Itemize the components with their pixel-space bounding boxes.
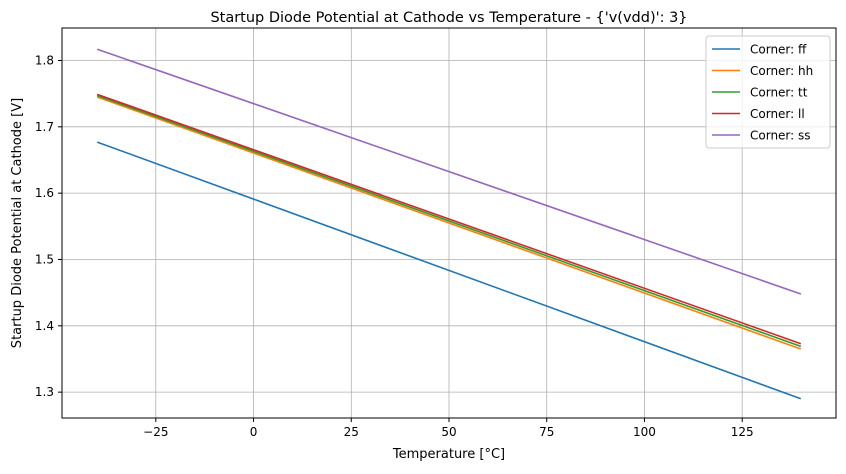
legend-label: Corner: ss (750, 129, 811, 143)
y-axis-label: Startup Diode Potential at Cathode [V] (10, 98, 25, 348)
y-tick-label: 1.8 (35, 54, 54, 68)
y-tick-label: 1.7 (35, 120, 54, 134)
x-tick-label: 75 (539, 425, 554, 439)
series-line-ff (96, 141, 802, 400)
legend: Corner: ff Corner: hh Corner: tt Corner: ll… (705, 35, 831, 149)
ticks: −25 0 25 50 75 100 125 1.3 1.4 1.5 1.6 1.7 1.8 (35, 54, 754, 440)
legend-box (705, 35, 831, 149)
legend-label: Corner: tt (750, 86, 808, 100)
legend-label: Corner: ff (750, 43, 807, 57)
x-tick-label: 25 (344, 425, 359, 439)
y-tick-label: 1.6 (35, 186, 54, 200)
y-tick-label: 1.3 (35, 385, 54, 399)
chart-title: Startup Diode Potential at Cathode vs Te… (210, 10, 687, 26)
x-tick-label: 0 (250, 425, 258, 439)
y-tick-label: 1.4 (35, 319, 54, 333)
y-tick-label: 1.5 (35, 252, 54, 266)
x-tick-label: 50 (441, 425, 456, 439)
legend-label: Corner: hh (750, 64, 813, 78)
x-tick-label: 125 (731, 425, 754, 439)
x-tick-label: −25 (143, 425, 168, 439)
series-line-ss (96, 48, 802, 295)
x-axis-label: Temperature [°C] (392, 447, 505, 462)
legend-label: Corner: ll (750, 107, 805, 121)
series-line-ll (96, 93, 802, 345)
series-line-hh (96, 96, 802, 350)
x-tick-label: 100 (633, 425, 656, 439)
series-lines (96, 48, 802, 400)
series-line-tt (96, 94, 802, 348)
